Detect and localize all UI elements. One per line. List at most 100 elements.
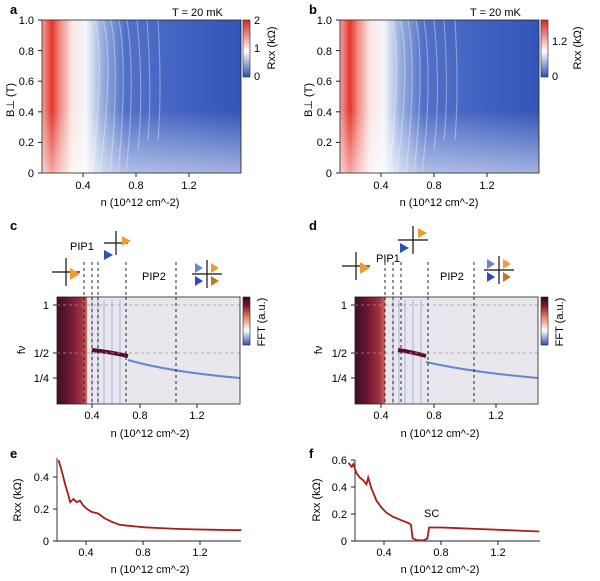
four-triangle-icon <box>484 256 514 284</box>
colorbar-tick: 2 <box>254 15 260 27</box>
panel-b: b T = 20 mK 0 0.2 0.4 0.6 0.8 1.0 0.4 0.… <box>303 2 584 209</box>
x-ticks: 0.4 0.8 1.2 <box>373 404 504 422</box>
y-tick: 0.2 <box>19 137 34 149</box>
y-tick: 0.6 <box>317 76 332 88</box>
y-tick: 0.8 <box>317 46 332 58</box>
y-tick: 0.6 <box>19 76 34 88</box>
x-ticks: 0.4 0.8 1.2 <box>84 404 205 422</box>
x-tick: 0.4 <box>376 547 391 559</box>
y-tick: 0.6 <box>332 455 347 467</box>
x-tick: 0.4 <box>373 410 388 422</box>
y-tick: 0.4 <box>19 107 34 119</box>
temperature-annotation: T = 20 mK <box>172 7 224 19</box>
y-axis-label: B⊥ (T) <box>303 83 315 117</box>
x-axis-label: n (10^12 cm^-2) <box>101 197 180 209</box>
panel-d: d PIP1 <box>309 218 566 440</box>
x-tick: 0.8 <box>128 180 143 192</box>
phase-label-pip1: PIP1 <box>70 241 94 253</box>
x-axis-label: n (10^12 cm^-2) <box>401 428 480 440</box>
y-axis-label: fν <box>313 345 325 354</box>
sc-annotation: SC <box>424 508 439 520</box>
y-tick: 0.4 <box>332 482 347 494</box>
x-axis-label: n (10^12 cm^-2) <box>111 564 190 576</box>
y-tick: 1/2 <box>34 348 49 360</box>
x-tick: 0.8 <box>132 410 147 422</box>
y-axis-label: B⊥ (T) <box>5 83 17 117</box>
y-tick: 1 <box>43 300 49 312</box>
x-tick: 0.8 <box>433 547 448 559</box>
x-axis-label: n (10^12 cm^-2) <box>111 428 190 440</box>
y-tick: 0.4 <box>34 472 49 484</box>
y-tick: 1 <box>341 300 347 312</box>
series-line <box>57 459 242 532</box>
x-tick: 0.4 <box>75 180 90 192</box>
y-tick: 1/2 <box>332 348 347 360</box>
panel-label: d <box>309 218 317 233</box>
x-tick: 1.2 <box>479 180 494 192</box>
panel-label: c <box>10 218 17 233</box>
colorbar-tick: 0 <box>254 71 260 83</box>
colorbar-tick: 0 <box>552 71 558 83</box>
y-tick: 0 <box>28 168 34 180</box>
blue-triangle-icon <box>104 250 113 260</box>
x-ticks: 0.4 0.8 1.2 <box>78 541 208 559</box>
x-axis-label: n (10^12 cm^-2) <box>401 564 480 576</box>
panel-c: c PIP1 <box>10 218 268 440</box>
orange-triangle-icon <box>70 268 80 280</box>
y-ticks: 0 0.2 0.4 0.6 0.8 1.0 <box>317 15 340 180</box>
colorbar-label: Rxx (kΩ) <box>266 26 278 69</box>
y-tick: 1.0 <box>19 15 34 27</box>
y-ticks: 0 0.2 0.4 <box>34 472 57 548</box>
orange-triangle-icon <box>418 228 427 238</box>
oscillation-fringes-b <box>388 20 458 173</box>
y-tick: 0 <box>326 168 332 180</box>
y-tick: 1/4 <box>332 373 347 385</box>
orange-triangle-icon <box>122 236 131 246</box>
axes <box>354 460 540 542</box>
colorbar: FFT (a.u.) <box>540 296 566 347</box>
temperature-annotation: T = 20 mK <box>470 7 522 19</box>
colorbar-tick: 1 <box>254 43 260 55</box>
panel-label: a <box>10 2 18 17</box>
colorbar-label: FFT (a.u.) <box>554 298 566 347</box>
y-tick: 0.4 <box>317 107 332 119</box>
y-tick: 0 <box>43 536 49 548</box>
y-tick: 0.2 <box>34 504 49 516</box>
x-axis-label: n (10^12 cm^-2) <box>400 197 479 209</box>
phase-label-pip2: PIP2 <box>440 271 464 283</box>
colorbar: 1.2 0 Rxx (kΩ) <box>540 19 584 83</box>
y-tick: 0.8 <box>19 46 34 58</box>
y-axis-label: Rxx (kΩ) <box>311 478 323 521</box>
y-tick: 0.2 <box>317 137 332 149</box>
x-tick: 1.2 <box>189 410 204 422</box>
y-ticks: 0 0.2 0.4 0.6 0.8 1.0 <box>19 15 42 180</box>
x-tick: 0.4 <box>78 547 93 559</box>
fft-tail-c <box>127 359 240 379</box>
panel-a: a T = 20 mK 0 0.2 0.4 0.6 0.8 1.0 0.4 0.… <box>5 2 278 209</box>
y-axis-label: Rxx (kΩ) <box>12 478 24 521</box>
panel-label: b <box>309 2 317 17</box>
x-ticks: 0.4 0.8 1.2 <box>75 173 197 192</box>
panel-f: f 0 0.2 0.4 0.6 0.4 0.8 1.2 SC n (10^12 … <box>309 446 540 576</box>
y-tick: 1/4 <box>34 373 49 385</box>
x-tick: 0.8 <box>135 547 150 559</box>
y-ticks: 1 1/2 1/4 <box>34 300 57 385</box>
x-tick: 0.4 <box>84 410 99 422</box>
panel-label: f <box>309 446 314 461</box>
y-tick: 0.2 <box>332 509 347 521</box>
colorbar: FFT (a.u.) <box>242 296 268 346</box>
x-ticks: 0.4 0.8 1.2 <box>373 173 495 192</box>
phase-label-pip1: PIP1 <box>376 253 400 265</box>
blue-triangle-icon <box>400 243 409 253</box>
x-tick: 0.8 <box>426 410 441 422</box>
phase-label-pip2: PIP2 <box>142 271 166 283</box>
fft-peak-half-d <box>397 348 427 358</box>
y-tick: 0 <box>341 536 347 548</box>
x-tick: 1.2 <box>192 547 207 559</box>
x-tick: 1.2 <box>181 180 196 192</box>
oscillation-fringes-a <box>91 20 161 173</box>
colorbar-label: Rxx (kΩ) <box>572 26 584 69</box>
series-line <box>347 461 540 542</box>
colorbar-tick: 1.2 <box>552 36 567 48</box>
x-tick: 1.2 <box>490 547 505 559</box>
